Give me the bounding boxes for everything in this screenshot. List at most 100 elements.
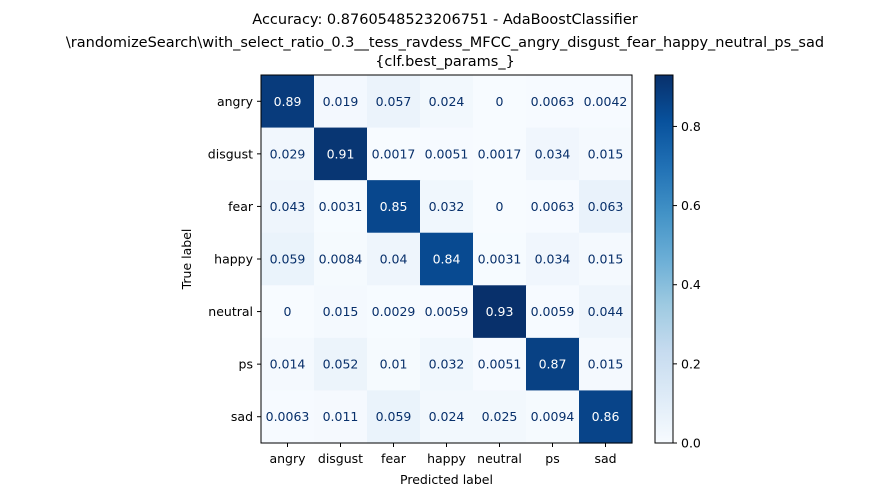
cell-value-label: 0.91 [327,146,355,161]
heatmap-cell [579,390,633,444]
heatmap-cell [420,285,474,339]
y-tick-label: sad [231,409,253,424]
heatmap-cell [261,390,315,444]
heatmap-cell [526,337,580,392]
title-line-2: \randomizeSearch\with_select_ratio_0.3__… [66,35,824,51]
cell-value-label: 0.015 [588,252,624,267]
x-axis-label: Predicted label [400,472,493,487]
colorbar-gradient [654,74,674,444]
cell-value-label: 0.0059 [531,304,575,319]
heatmap-cell [579,232,633,286]
colorbar-tick-label: 0.4 [681,277,701,292]
heatmap-cell [314,232,368,286]
cell-value-label: 0.032 [429,357,465,372]
cell-value-label: 0.0042 [584,94,628,109]
heatmap-cell [314,285,368,339]
heatmap-cell [473,75,527,129]
cell-value-label: 0.011 [323,409,359,424]
x-tick-label: ps [545,451,559,466]
heatmap-cell [367,390,421,444]
heatmap-cell [367,127,421,181]
cell-value-label: 0.0063 [531,199,575,214]
cell-value-label: 0.052 [323,357,359,372]
cell-value-label: 0.0031 [319,199,363,214]
heatmap-cell [261,180,315,234]
heatmap-cell [526,390,580,444]
cell-value-label: 0.025 [482,409,518,424]
heatmap-cell [473,232,527,286]
heatmap-cell [526,180,580,234]
y-tick-label: neutral [208,304,253,319]
y-axis-label: True label [179,229,194,291]
cell-value-label: 0.01 [380,357,408,372]
heatmap-cell [261,337,315,392]
y-tick-label: ps [239,357,253,372]
heatmap-cell [314,337,368,392]
cell-value-label: 0.024 [429,409,465,424]
cell-value-label: 0.93 [486,304,514,319]
heatmap-cell [526,75,580,129]
cell-value-label: 0.015 [588,357,624,372]
heatmap-cell [473,337,527,392]
cell-value-label: 0.0063 [266,409,310,424]
cell-value-label: 0.034 [535,252,571,267]
cell-value-label: 0.034 [535,146,571,161]
colorbar: 0.0 0.2 0.4 0.6 0.8 [654,74,701,451]
heatmap-cell [420,127,474,181]
cell-value-label: 0.014 [270,357,306,372]
heatmap-cell [261,285,315,339]
heatmap-cell [526,285,580,339]
cell-value-label: 0.057 [376,94,412,109]
cell-value-label: 0.059 [376,409,412,424]
cell-value-label: 0.0031 [478,252,522,267]
x-tick-label: angry [269,451,306,466]
cell-value-label: 0.015 [588,146,624,161]
heatmap-cell [579,180,633,234]
heatmap-cell [367,232,421,286]
heatmap-cell [261,75,315,129]
cell-value-label: 0.84 [433,252,461,267]
heatmap-cells [261,75,633,444]
cell-value-label: 0.0059 [425,304,469,319]
cell-value-label: 0.0063 [531,94,575,109]
heatmap-cell [367,285,421,339]
heatmap-cell [314,390,368,444]
y-axis-ticks: angry disgust fear happy neutral ps sad [208,94,261,424]
cell-value-label: 0.059 [270,252,306,267]
cell-value-label: 0.0084 [319,252,363,267]
cell-value-label: 0.87 [539,357,567,372]
colorbar-tick-label: 0.6 [681,198,701,213]
colorbar-tick-label: 0.2 [681,356,701,371]
heatmap-cell [314,127,368,181]
colorbar-tick-label: 0.8 [681,119,701,134]
y-tick-label: fear [228,199,254,214]
title-line-3: {clf.best_params_} [375,54,515,70]
x-tick-label: disgust [318,451,363,466]
cell-value-label: 0.032 [429,199,465,214]
x-tick-label: sad [594,451,616,466]
heatmap-cell [314,75,368,129]
x-tick-label: happy [427,451,466,466]
x-tick-label: neutral [477,451,522,466]
cell-value-label: 0 [496,199,504,214]
cell-value-label: 0.015 [323,304,359,319]
cell-value-label: 0.063 [588,199,624,214]
title-line-1: Accuracy: 0.8760548523206751 - AdaBoostC… [252,12,637,28]
cell-value-label: 0.86 [592,409,620,424]
heatmap-cell [420,232,474,286]
heatmap-cell [579,127,633,181]
heatmap-cell [526,232,580,286]
heatmap-cell [367,337,421,392]
heatmap-cell [473,127,527,181]
cell-value-label: 0.85 [380,199,408,214]
cell-value-label: 0.0051 [478,357,522,372]
heatmap-cell [579,337,633,392]
y-tick-label: disgust [208,146,253,161]
colorbar-tick-label: 0.0 [681,436,701,451]
cell-value-label: 0 [284,304,292,319]
heatmap-cell [579,75,633,129]
chart-title: Accuracy: 0.8760548523206751 - AdaBoostC… [66,12,824,70]
heatmap-cell [473,285,527,339]
heatmap-cell [579,285,633,339]
